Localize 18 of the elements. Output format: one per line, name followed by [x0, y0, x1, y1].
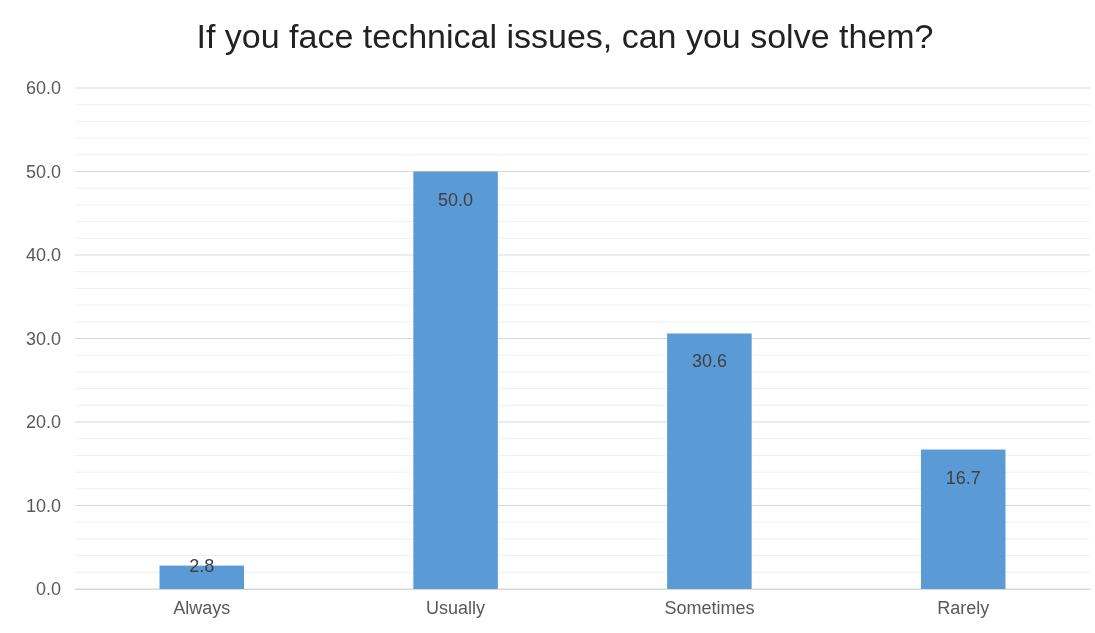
data-label: 50.0: [438, 189, 474, 210]
y-tick-label: 10.0: [25, 495, 61, 516]
data-label: 16.7: [945, 467, 981, 488]
y-tick-label: 0.0: [35, 579, 61, 600]
y-tick-label: 50.0: [25, 161, 61, 182]
y-tick-label: 40.0: [25, 245, 61, 266]
y-tick-label: 20.0: [25, 412, 61, 433]
bar: [413, 171, 498, 589]
data-label: 30.6: [691, 351, 727, 372]
bar: [667, 333, 752, 589]
x-tick-label: Sometimes: [664, 597, 755, 618]
x-tick-label: Rarely: [937, 597, 990, 618]
chart-title: If you face technical issues, can you solve them?: [196, 17, 934, 55]
x-tick-label: Usually: [426, 597, 486, 618]
bar: [920, 449, 1006, 589]
y-tick-label: 30.0: [25, 328, 61, 349]
x-tick-label: Always: [173, 597, 231, 618]
y-tick-label: 60.0: [25, 78, 61, 99]
